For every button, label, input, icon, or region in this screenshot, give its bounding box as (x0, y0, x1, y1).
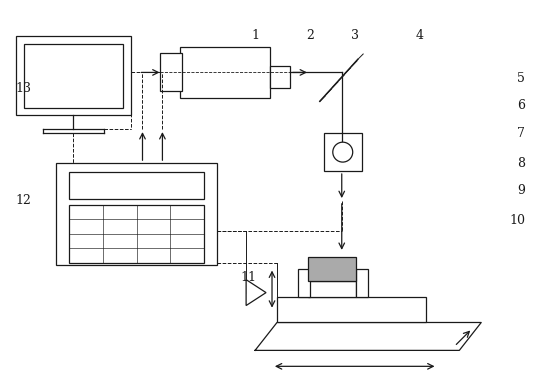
Bar (298, 269, 310, 297)
Text: 1: 1 (251, 29, 259, 42)
Text: 7: 7 (517, 127, 525, 140)
Bar (24, 44, 122, 108)
Bar (270, 66, 290, 88)
Bar (356, 269, 368, 297)
Text: 9: 9 (517, 185, 525, 197)
Bar (180, 47, 270, 98)
Bar (69, 172, 204, 199)
Text: 6: 6 (517, 99, 525, 112)
Text: 13: 13 (15, 82, 31, 95)
Bar (16, 35, 131, 115)
Bar (160, 53, 182, 91)
Text: 2: 2 (306, 29, 314, 42)
Text: 3: 3 (350, 29, 359, 42)
Text: 10: 10 (509, 214, 525, 228)
Text: 11: 11 (240, 271, 256, 284)
Bar (56, 163, 217, 265)
Bar (324, 133, 361, 171)
Text: 4: 4 (415, 29, 424, 42)
Bar (69, 205, 204, 263)
Text: 8: 8 (517, 157, 525, 170)
Polygon shape (255, 323, 481, 350)
Polygon shape (246, 280, 266, 305)
Text: 5: 5 (517, 72, 525, 85)
Bar (308, 257, 356, 280)
Bar (308, 280, 356, 297)
Text: 12: 12 (15, 194, 31, 207)
Circle shape (333, 142, 353, 162)
Bar (277, 297, 426, 323)
